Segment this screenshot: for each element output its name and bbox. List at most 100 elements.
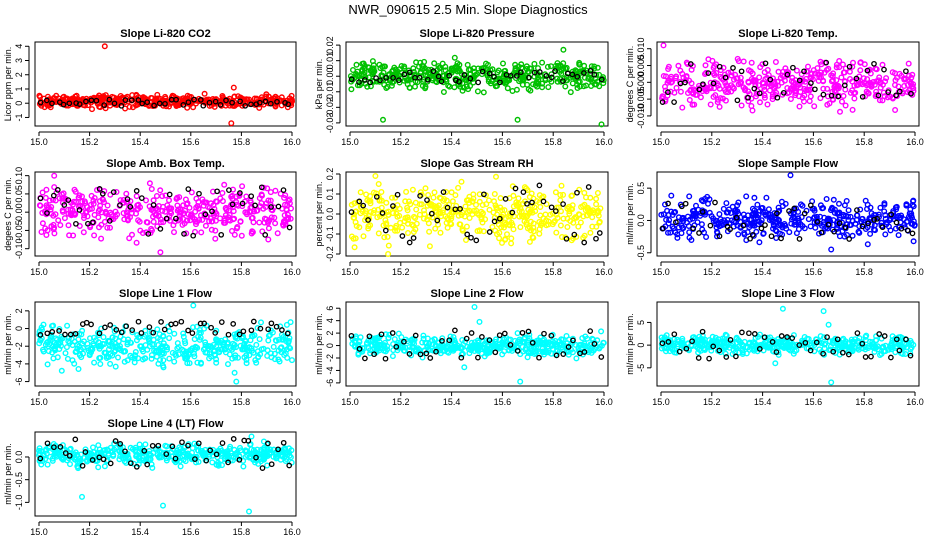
data-point: [539, 80, 546, 87]
data-point: [823, 195, 830, 202]
data-point: [353, 208, 360, 215]
flagged-point: [110, 189, 117, 195]
data-point: [360, 233, 367, 240]
data-point: [239, 183, 246, 190]
flagged-point: [156, 100, 163, 107]
flagged-point: [671, 99, 677, 105]
data-point: [581, 62, 588, 69]
data-point: [679, 214, 686, 221]
data-point: [63, 344, 70, 351]
data-point: [811, 103, 818, 110]
data-point: [801, 85, 808, 92]
data-point: [365, 74, 372, 81]
data-point: [112, 363, 119, 370]
x-tick-label: 16.0: [595, 397, 613, 407]
data-point: [892, 77, 899, 84]
data-point: [448, 221, 455, 228]
panel-title: Slope Line 3 Flow: [742, 288, 835, 300]
data-point: [836, 58, 843, 65]
x-tick-label: 15.4: [443, 137, 461, 147]
flagged-point: [239, 200, 246, 207]
data-point: [89, 444, 96, 451]
data-point: [901, 76, 908, 83]
data-point: [453, 63, 460, 70]
flagged-point: [267, 100, 274, 107]
data-point: [545, 84, 552, 91]
data-point: [170, 96, 177, 103]
data-point: [256, 219, 263, 226]
data-point: [788, 78, 795, 85]
data-point: [796, 103, 803, 110]
data-point: [553, 204, 560, 211]
flagged-point: [173, 215, 179, 222]
flagged-point: [479, 334, 485, 340]
data-point: [104, 202, 111, 209]
data-point: [459, 87, 466, 94]
flagged-point: [464, 231, 471, 238]
data-point: [548, 71, 555, 78]
flagged-point: [149, 442, 156, 449]
x-tick-label: 15.4: [131, 527, 149, 537]
data-point: [900, 216, 907, 223]
data-point: [742, 87, 749, 94]
flagged-point: [106, 218, 113, 224]
data-point: [771, 219, 778, 226]
x-tick-label: 15.6: [182, 267, 200, 277]
data-point: [746, 216, 753, 223]
data-point: [544, 63, 551, 70]
data-point: [686, 193, 693, 200]
flagged-point: [671, 331, 678, 338]
data-point: [396, 212, 403, 219]
data-point: [769, 96, 776, 103]
flagged-point: [106, 96, 113, 103]
x-tick-label: 15.2: [392, 267, 410, 277]
data-point: [137, 227, 144, 234]
outlier-point: [372, 172, 379, 179]
data-point: [420, 78, 427, 85]
data-point: [380, 63, 387, 70]
data-point: [821, 345, 828, 352]
flagged-point: [446, 72, 453, 79]
data-point: [665, 229, 672, 236]
data-point: [182, 207, 189, 214]
flagged-point: [202, 211, 209, 218]
x-tick-label: 16.0: [283, 397, 301, 407]
data-point: [469, 198, 476, 205]
data-point: [70, 232, 77, 239]
data-point: [804, 67, 811, 74]
outlier-point: [476, 318, 483, 325]
data-point: [243, 356, 250, 363]
x-tick-label: 15.0: [30, 397, 48, 407]
flagged-point: [853, 75, 860, 82]
data-point: [910, 238, 917, 245]
data-point: [248, 215, 255, 222]
data-point: [236, 192, 243, 199]
data-point: [52, 211, 59, 218]
data-point: [176, 458, 183, 465]
flagged-point: [146, 324, 153, 330]
data-point: [80, 229, 87, 236]
data-point: [392, 227, 399, 234]
data-point: [417, 70, 424, 77]
data-point: [595, 208, 602, 215]
data-point: [798, 214, 805, 221]
data-point: [67, 96, 74, 103]
data-point: [104, 224, 111, 231]
flagged-point: [820, 91, 827, 98]
data-point: [69, 357, 76, 364]
data-point: [367, 208, 374, 215]
data-point: [770, 225, 777, 232]
data-point: [559, 233, 566, 240]
y-tick-label: 1: [14, 86, 24, 91]
data-point: [357, 189, 364, 196]
data-point: [745, 88, 752, 95]
flagged-point: [259, 465, 266, 471]
data-point: [882, 231, 889, 238]
data-point: [455, 67, 462, 74]
data-point: [388, 82, 395, 89]
plot-frame: [345, 171, 609, 257]
flagged-point: [862, 354, 869, 360]
flagged-point: [828, 92, 835, 99]
data-point: [75, 336, 82, 343]
data-point: [715, 96, 722, 103]
